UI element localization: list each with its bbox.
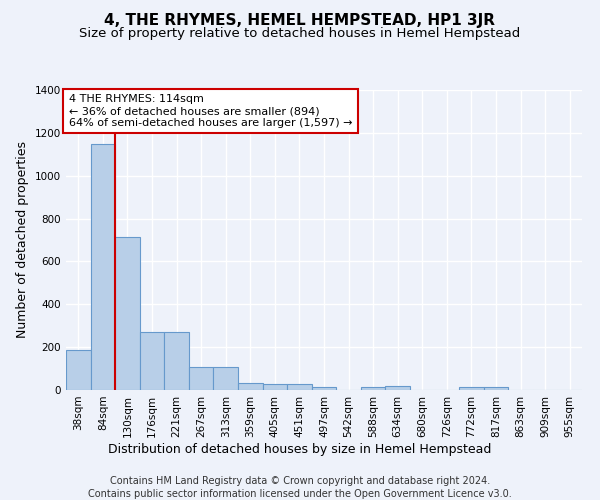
Text: Distribution of detached houses by size in Hemel Hempstead: Distribution of detached houses by size … [109, 442, 491, 456]
Text: Contains public sector information licensed under the Open Government Licence v3: Contains public sector information licen… [88, 489, 512, 499]
Bar [361, 387, 385, 390]
Bar [140, 332, 164, 390]
Text: Size of property relative to detached houses in Hemel Hempstead: Size of property relative to detached ho… [79, 28, 521, 40]
Bar [66, 350, 91, 390]
Bar [115, 237, 140, 390]
Text: Contains HM Land Registry data © Crown copyright and database right 2024.: Contains HM Land Registry data © Crown c… [110, 476, 490, 486]
Bar [189, 367, 214, 390]
Bar [484, 387, 508, 390]
Bar [459, 387, 484, 390]
Bar [287, 384, 312, 390]
Bar [91, 144, 115, 390]
Bar [238, 382, 263, 390]
Y-axis label: Number of detached properties: Number of detached properties [16, 142, 29, 338]
Bar [312, 387, 336, 390]
Text: 4, THE RHYMES, HEMEL HEMPSTEAD, HP1 3JR: 4, THE RHYMES, HEMEL HEMPSTEAD, HP1 3JR [104, 12, 496, 28]
Bar [385, 386, 410, 390]
Bar [164, 332, 189, 390]
Bar [214, 367, 238, 390]
Text: 4 THE RHYMES: 114sqm
← 36% of detached houses are smaller (894)
64% of semi-deta: 4 THE RHYMES: 114sqm ← 36% of detached h… [68, 94, 352, 128]
Bar [263, 384, 287, 390]
